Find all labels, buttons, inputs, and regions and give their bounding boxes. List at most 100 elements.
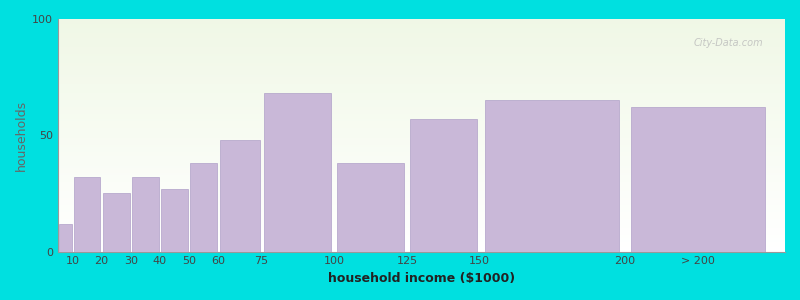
Bar [58, 86, 785, 89]
Bar [58, 235, 785, 238]
Bar [58, 82, 785, 84]
Bar [58, 91, 785, 93]
Bar [58, 33, 785, 35]
Bar [58, 110, 785, 112]
Bar [58, 140, 785, 142]
Bar [58, 166, 785, 168]
Bar [58, 175, 785, 177]
Bar [58, 98, 785, 101]
Bar [103, 194, 130, 252]
Bar [58, 247, 785, 249]
Bar [58, 68, 785, 70]
Bar [265, 93, 331, 252]
Bar [58, 38, 785, 40]
Bar [58, 26, 785, 28]
Bar [58, 93, 785, 96]
Bar [58, 21, 785, 24]
Bar [58, 70, 785, 73]
Bar [58, 154, 785, 156]
Bar [58, 61, 785, 63]
Bar [58, 226, 785, 228]
Bar [58, 170, 785, 172]
Bar [58, 100, 785, 103]
Bar [58, 77, 785, 80]
Bar [58, 56, 785, 58]
X-axis label: household income ($1000): household income ($1000) [328, 272, 515, 285]
Bar [58, 145, 785, 147]
Bar [58, 158, 785, 161]
Bar [58, 172, 785, 175]
Bar [58, 168, 785, 170]
Bar [58, 231, 785, 233]
Bar [58, 96, 785, 98]
Bar [58, 128, 785, 130]
Bar [58, 233, 785, 235]
Bar [58, 63, 785, 65]
Bar [190, 163, 217, 252]
Bar [58, 142, 785, 145]
Bar [220, 140, 260, 252]
Bar [58, 19, 785, 21]
Bar [58, 214, 785, 217]
Bar [132, 177, 158, 252]
Bar [58, 210, 785, 212]
Y-axis label: households: households [15, 100, 28, 171]
Bar [161, 189, 188, 252]
Bar [58, 161, 785, 163]
Bar [74, 177, 101, 252]
Bar [58, 35, 785, 38]
Bar [58, 217, 785, 219]
Bar [58, 198, 785, 200]
Bar [58, 103, 785, 105]
Bar [58, 249, 785, 252]
Bar [58, 184, 785, 187]
Bar [58, 49, 785, 52]
Bar [58, 196, 785, 198]
Bar [58, 135, 785, 138]
Bar [58, 224, 785, 226]
Bar [58, 212, 785, 214]
Bar [58, 244, 785, 247]
Bar [58, 119, 785, 121]
Bar [58, 219, 785, 221]
Bar [58, 42, 785, 45]
Bar [58, 224, 72, 252]
Bar [58, 54, 785, 56]
Bar [58, 65, 785, 68]
Bar [58, 75, 785, 77]
Bar [58, 138, 785, 140]
Bar [58, 238, 785, 240]
Bar [58, 182, 785, 184]
Bar [58, 205, 785, 207]
Bar [58, 31, 785, 33]
Bar [58, 177, 785, 179]
Bar [58, 114, 785, 117]
Bar [58, 124, 785, 126]
Bar [410, 119, 477, 252]
Bar [58, 240, 785, 242]
Bar [58, 221, 785, 224]
Text: City-Data.com: City-Data.com [694, 38, 763, 48]
Bar [58, 80, 785, 82]
Bar [58, 40, 785, 42]
Bar [58, 73, 785, 75]
Bar [58, 107, 785, 110]
Bar [58, 58, 785, 61]
Bar [58, 189, 785, 191]
Bar [58, 84, 785, 86]
Bar [631, 107, 765, 252]
Bar [58, 24, 785, 26]
Bar [58, 121, 785, 124]
Bar [58, 152, 785, 154]
Bar [58, 130, 785, 133]
Bar [58, 200, 785, 203]
Bar [58, 45, 785, 47]
Text: White residents: White residents [338, 0, 462, 1]
Bar [58, 117, 785, 119]
Bar [58, 207, 785, 210]
Bar [58, 191, 785, 194]
Bar [58, 47, 785, 49]
Bar [58, 126, 785, 128]
Bar [58, 89, 785, 91]
Bar [58, 105, 785, 107]
